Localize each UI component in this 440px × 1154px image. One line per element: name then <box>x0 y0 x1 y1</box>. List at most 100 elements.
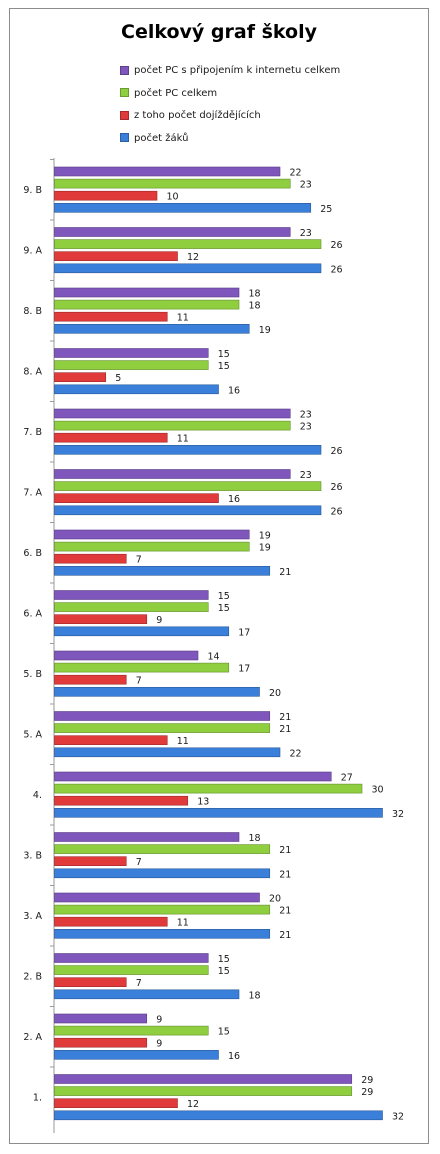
bar <box>54 868 271 879</box>
legend-swatch <box>120 133 129 142</box>
bar <box>54 541 250 552</box>
bar <box>54 989 240 1000</box>
data-label: 32 <box>392 1111 404 1122</box>
legend-label: počet PC celkem <box>134 87 218 99</box>
bar <box>54 1086 353 1096</box>
data-label: 9 <box>156 1039 162 1050</box>
bar <box>54 977 127 988</box>
bar <box>54 783 363 794</box>
bar <box>54 807 383 818</box>
chart-title: Celkový graf školy <box>121 21 317 43</box>
data-label: 21 <box>279 869 291 880</box>
bar <box>54 832 240 842</box>
data-label: 19 <box>259 531 271 542</box>
category-label: 5. B <box>23 669 42 680</box>
data-label: 15 <box>218 361 230 372</box>
bar <box>54 892 260 903</box>
legend-label: počet žáků <box>134 132 189 144</box>
data-label: 12 <box>187 252 199 263</box>
legend-item: počet žáků <box>120 131 340 154</box>
legend-swatch <box>120 110 129 120</box>
bar <box>54 408 291 419</box>
data-label: 30 <box>372 785 384 796</box>
data-label: 9 <box>156 1015 162 1026</box>
category-label: 6. B <box>23 548 42 559</box>
category-label: 6. A <box>23 609 42 620</box>
data-label: 21 <box>279 567 291 578</box>
data-label: 22 <box>290 748 302 759</box>
data-label: 7 <box>136 857 142 868</box>
bar <box>54 372 107 383</box>
data-label: 23 <box>300 228 312 239</box>
legend-item: z toho počet dojíždějících <box>120 108 340 131</box>
bar <box>54 1037 148 1048</box>
bar <box>54 493 219 504</box>
data-label: 15 <box>218 966 230 977</box>
bar <box>54 686 260 697</box>
bar <box>54 360 209 370</box>
data-label: 23 <box>300 180 312 191</box>
category-label: 9. B <box>23 185 42 196</box>
legend-swatch <box>120 88 129 97</box>
data-label: 19 <box>259 325 271 336</box>
bar <box>54 1074 353 1084</box>
data-label: 21 <box>279 906 291 917</box>
data-label: 7 <box>136 555 142 566</box>
legend-swatch <box>120 65 129 75</box>
bar <box>54 953 209 963</box>
category-label: 8. B <box>23 306 42 317</box>
legend-item: počet PC s připojením k internetu celkem <box>120 63 340 86</box>
data-label: 26 <box>331 482 343 493</box>
data-label: 23 <box>300 410 312 421</box>
bar <box>54 565 271 576</box>
data-label: 21 <box>279 930 291 941</box>
category-label: 3. A <box>23 911 42 922</box>
data-label: 21 <box>279 845 291 856</box>
bar <box>54 311 168 322</box>
category-label: 7. B <box>23 427 42 438</box>
data-label: 5 <box>115 373 121 384</box>
data-label: 12 <box>187 1099 199 1110</box>
bar <box>54 263 322 274</box>
data-label: 11 <box>177 434 189 445</box>
data-label: 32 <box>392 809 404 820</box>
data-label: 16 <box>228 494 240 505</box>
data-label: 9 <box>156 615 162 626</box>
legend-label: počet PC s připojením k internetu celkem <box>134 65 341 76</box>
category-label: 2. B <box>23 972 42 983</box>
data-label: 7 <box>136 978 142 989</box>
bar <box>54 323 250 334</box>
category-label: 1. <box>33 1093 42 1104</box>
bar <box>54 1013 148 1024</box>
data-label: 15 <box>218 591 230 602</box>
category-label: 9. A <box>23 246 42 257</box>
bar <box>54 432 168 443</box>
bar <box>54 505 322 516</box>
bar <box>54 795 189 806</box>
data-label: 21 <box>279 712 291 723</box>
data-label: 13 <box>197 797 209 808</box>
bar <box>54 299 240 310</box>
data-label: 11 <box>177 918 189 929</box>
bar <box>54 904 271 915</box>
data-label: 23 <box>300 470 312 481</box>
bar <box>54 251 178 261</box>
data-label: 27 <box>341 773 353 784</box>
data-label: 26 <box>331 506 343 517</box>
bar <box>54 590 209 600</box>
category-label: 3. B <box>23 851 42 862</box>
data-label: 17 <box>238 627 250 638</box>
data-label: 23 <box>300 422 312 433</box>
bar <box>54 928 271 939</box>
bar <box>54 529 250 540</box>
bar <box>54 735 168 746</box>
data-label: 26 <box>331 240 343 251</box>
data-label: 20 <box>269 894 281 905</box>
bar <box>54 650 199 661</box>
data-label: 22 <box>290 168 302 179</box>
bar <box>54 348 209 358</box>
bar <box>54 1110 383 1121</box>
bar <box>54 553 127 564</box>
bar <box>54 178 291 189</box>
